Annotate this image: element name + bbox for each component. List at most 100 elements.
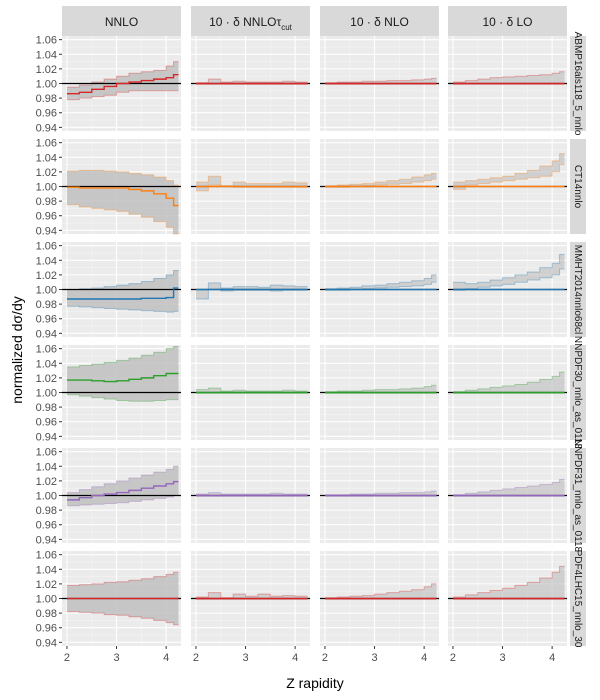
column-strip-label-d_nnlo_tau: 10 · δ NNLOτcut (209, 15, 293, 32)
band-edge-low (452, 268, 565, 291)
y-tick-label: 0.94 (36, 637, 57, 649)
panel-d_lo-row-4 (448, 448, 567, 543)
y-tick-label: 0.96 (36, 211, 57, 223)
y-tick-label: 0.94 (36, 534, 57, 546)
uncertainty-band (452, 153, 565, 190)
y-tick-label: 1.04 (36, 49, 57, 61)
band-edge-high (452, 153, 565, 183)
panel-nnlo-row-3 (62, 345, 181, 440)
uncertainty-band (66, 61, 179, 100)
uncertainty-band (452, 566, 565, 600)
x-tick-label: 3 (371, 652, 377, 664)
panel-d_nnlo_tau-row-4 (191, 448, 310, 543)
uncertainty-band (452, 71, 565, 85)
panel-d_lo-row-0 (448, 36, 567, 131)
band-edge-low (66, 305, 179, 313)
y-tick-label: 1.06 (36, 344, 57, 356)
band-edge-high (452, 253, 565, 285)
x-tick-label: 4 (421, 652, 427, 664)
band-edge-low (66, 394, 179, 402)
x-tick-label: 3 (499, 652, 505, 664)
band-edge-low (66, 495, 179, 507)
band-edge-high (324, 77, 437, 84)
y-tick-label: 1.04 (36, 152, 57, 164)
row-strip-5 (570, 551, 586, 646)
uncertainty-band (66, 270, 179, 313)
row-strip-1 (570, 139, 586, 234)
band-edge-low (452, 164, 565, 190)
panel-nnlo-row-1 (62, 139, 181, 235)
column-strip-d_nlo (320, 6, 439, 36)
y-tick-label: 1.06 (36, 241, 57, 253)
panel-d_nlo-row-3 (320, 345, 439, 440)
panel-d_nlo-row-4 (320, 448, 439, 543)
band-edge-high (452, 478, 565, 496)
y-tick-label: 1.04 (36, 255, 57, 267)
column-strip-d_nnlo_tau (191, 6, 310, 36)
uncertainty-band (452, 479, 565, 497)
y-tick-label: 0.96 (36, 520, 57, 532)
band-edge-low (66, 611, 179, 626)
uncertainty-band (324, 583, 437, 600)
y-tick-label: 0.94 (36, 225, 57, 237)
central-value-line (66, 74, 179, 95)
panel-nnlo-row-4 (62, 448, 181, 543)
y-tick-label: 1.04 (36, 564, 57, 576)
band-edge-high (195, 592, 308, 599)
panel-nnlo-row-2 (62, 242, 181, 337)
y-tick-label: 0.96 (36, 314, 57, 326)
panel-d_nlo-row-0 (320, 36, 439, 131)
x-tick-label: 4 (549, 652, 555, 664)
y-tick-label: 1.02 (36, 373, 57, 385)
y-tick-label: 1.02 (36, 579, 57, 591)
band-edge-high (66, 571, 179, 586)
panel-d_lo-row-1 (448, 139, 567, 234)
panel-nnlo-row-0 (62, 36, 181, 131)
band-edge-low (66, 204, 179, 235)
x-tick-label: 4 (292, 652, 298, 664)
uncertainty-band (324, 274, 437, 291)
central-value-line (66, 287, 179, 300)
panel-d_lo-row-5 (448, 551, 567, 646)
column-strip-label-d_lo: 10 · δ LO (482, 15, 532, 29)
y-tick-label: 1.00 (36, 491, 57, 503)
band-edge-high (324, 274, 437, 290)
x-axis: 2 3 4 2 3 4 2 3 4 2 3 4 (64, 646, 555, 664)
row-strip-label: CT14nnlo (572, 165, 583, 209)
row-strip-label: MMHT2014nnlo68cl (572, 245, 583, 335)
band-edge-low (66, 90, 179, 101)
y-tick-label: 1.02 (36, 167, 57, 179)
y-tick-label: 0.94 (36, 328, 57, 340)
y-tick-label: 1.00 (36, 285, 57, 297)
band-edge-high (324, 490, 437, 496)
y-tick-label: 1.06 (36, 550, 57, 562)
panel-d_lo-row-3 (448, 345, 567, 440)
y-tick-label: 0.98 (36, 402, 57, 414)
y-tick-label: 0.98 (36, 505, 57, 517)
band-edge-high (195, 78, 308, 84)
band-edge-high (66, 169, 179, 186)
panel-d_nnlo_tau-row-2 (191, 242, 310, 337)
uncertainty-band (452, 372, 565, 394)
y-tick-label: 1.04 (36, 358, 57, 370)
y-tick-label: 0.94 (36, 122, 57, 134)
row-strip-label: PDF4LHC15_nnlo_30 (572, 550, 583, 648)
row-strip-label: NNPDF31_nnlo_as_0118 (572, 439, 583, 553)
x-tick-label: 2 (64, 652, 70, 664)
band-edge-high (452, 71, 565, 83)
x-tick-label: 2 (322, 652, 328, 664)
band-edge-low (195, 184, 308, 192)
panel-grid: NNLO 10 · δ NNLOτcut 10 · δ NLO 10 · δ LO AB… (62, 6, 586, 648)
uncertainty-band (195, 282, 308, 299)
column-strip-label-d_nlo: 10 · δ NLO (350, 15, 409, 29)
central-value-line (66, 480, 179, 501)
band-edge-high (66, 465, 179, 494)
panel-nnlo-row-5 (62, 551, 181, 646)
y-tick-label: 1.02 (36, 270, 57, 282)
x-tick-label: 4 (163, 652, 169, 664)
y-tick-label: 1.06 (36, 138, 57, 150)
uncertainty-band (195, 176, 308, 191)
central-value-line (66, 372, 179, 383)
band-edge-high (324, 583, 437, 599)
